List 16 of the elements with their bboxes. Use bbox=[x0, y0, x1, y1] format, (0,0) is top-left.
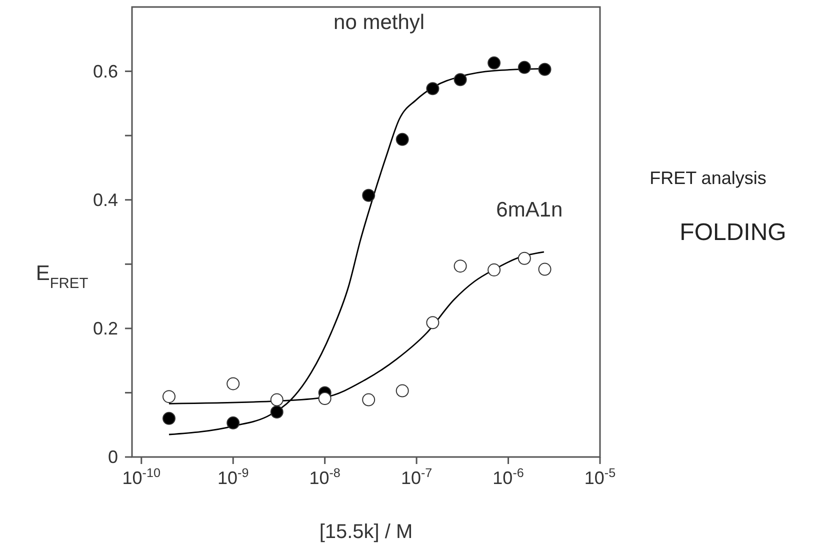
x-tick-label: 10$^{-10}$ bbox=[122, 466, 161, 488]
x-tick-label: 10$^{-7}$ bbox=[400, 466, 432, 488]
y-tick-label: 0.4 bbox=[92, 190, 118, 210]
x-tick-label: 10$^{-5}$ bbox=[584, 466, 616, 488]
y-axis-title: E$_{FRET}$ bbox=[36, 262, 88, 292]
text: FOLDING bbox=[680, 219, 786, 246]
series-label: 6mA1n bbox=[496, 198, 563, 222]
x-tick-label: 10$^{-8}$ bbox=[309, 466, 340, 488]
text: FRET analysis bbox=[650, 168, 766, 188]
y-tick-label: 0 bbox=[108, 447, 118, 467]
y-tick-label: 0.2 bbox=[92, 318, 118, 338]
x-axis-title: [15.5k] / M bbox=[319, 521, 413, 543]
x-tick-label: 10$^{-6}$ bbox=[492, 466, 524, 488]
x-tick-label: 10$^{-9}$ bbox=[217, 466, 249, 488]
text: no methyl bbox=[334, 10, 425, 34]
y-tick-label: 0.6 bbox=[92, 61, 118, 82]
